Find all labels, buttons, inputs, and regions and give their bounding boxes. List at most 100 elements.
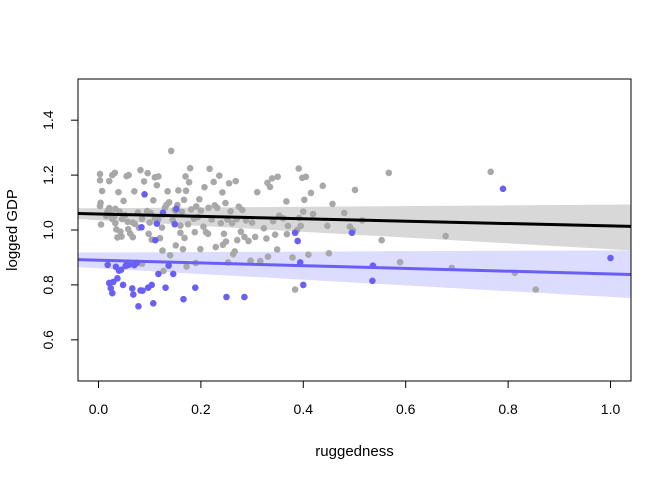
data-point-series-2 — [499, 185, 507, 193]
data-point-series-1 — [213, 204, 221, 212]
data-point-series-1 — [182, 173, 189, 180]
data-point-series-1 — [301, 196, 308, 204]
data-point-series-1 — [325, 250, 333, 257]
data-point-series-2 — [152, 236, 159, 244]
data-point-series-1 — [178, 208, 186, 216]
data-point-series-1 — [98, 187, 106, 195]
data-point-series-1 — [340, 209, 348, 217]
data-point-series-1 — [385, 169, 393, 177]
data-point-series-1 — [167, 147, 175, 155]
x-tick-label: 1.0 — [601, 401, 621, 417]
data-point-series-2 — [138, 223, 145, 231]
data-point-series-1 — [222, 238, 230, 245]
data-point-series-1 — [283, 198, 290, 205]
data-point-series-2 — [139, 287, 146, 294]
data-point-series-2 — [173, 205, 180, 213]
data-point-series-1 — [263, 235, 270, 242]
data-point-series-1 — [299, 208, 307, 215]
data-point-series-2 — [155, 270, 162, 278]
data-point-series-1 — [283, 230, 291, 238]
data-point-series-1 — [124, 218, 131, 226]
data-point-series-1 — [105, 177, 113, 185]
regression-line-2 — [78, 258, 631, 276]
data-point-series-1 — [172, 242, 180, 249]
data-point-series-1 — [140, 178, 148, 185]
data-point-series-1 — [295, 165, 302, 172]
data-point-series-2 — [171, 220, 179, 228]
data-point-series-1 — [166, 251, 174, 259]
data-point-series-1 — [264, 253, 272, 260]
data-point-series-1 — [532, 286, 540, 293]
data-point-series-1 — [164, 187, 171, 195]
data-point-series-1 — [210, 178, 217, 186]
data-point-series-1 — [378, 236, 385, 244]
data-point-series-1 — [307, 189, 315, 197]
data-point-series-2 — [104, 261, 111, 269]
data-point-series-1 — [256, 257, 264, 265]
data-point-series-1 — [248, 219, 256, 226]
data-point-series-1 — [233, 236, 241, 244]
data-point-series-1 — [222, 199, 229, 207]
data-point-series-1 — [97, 199, 104, 207]
data-point-series-2 — [119, 281, 127, 289]
regression-lines — [78, 212, 631, 276]
data-point-series-1 — [129, 233, 137, 241]
data-point-series-1 — [251, 233, 259, 241]
x-axis: 0.0 0.2 0.4 0.6 0.8 1.0 — [89, 380, 621, 417]
data-point-series-1 — [205, 204, 212, 212]
data-point-series-1 — [217, 219, 225, 227]
data-point-series-1 — [196, 195, 203, 203]
data-point-series-1 — [274, 173, 281, 181]
x-tick-label: 0.0 — [89, 401, 109, 417]
data-point-series-1 — [197, 207, 205, 214]
data-point-series-1 — [105, 204, 113, 212]
data-point-series-1 — [487, 168, 495, 176]
data-point-series-1 — [284, 222, 292, 230]
data-point-series-2 — [223, 293, 230, 301]
data-point-series-1 — [247, 257, 254, 265]
data-point-series-1 — [146, 219, 153, 226]
y-tick-label: 0.6 — [40, 330, 56, 350]
data-point-series-1 — [220, 230, 228, 238]
data-point-series-1 — [183, 263, 190, 270]
data-point-series-1 — [232, 177, 240, 185]
data-point-series-1 — [231, 248, 238, 255]
x-tick-label: 0.8 — [498, 401, 518, 417]
data-point-series-1 — [177, 222, 184, 229]
data-point-series-1 — [260, 225, 268, 232]
regression-line-1 — [78, 212, 631, 228]
data-point-series-2 — [109, 289, 116, 297]
data-point-series-1 — [305, 251, 312, 259]
data-point-series-1 — [289, 254, 296, 261]
data-point-series-1 — [182, 187, 190, 195]
data-point-series-1 — [302, 173, 310, 181]
data-point-series-2 — [165, 262, 172, 269]
data-point-series-1 — [225, 180, 233, 187]
data-point-series-1 — [153, 181, 161, 189]
data-point-series-1 — [131, 187, 138, 195]
data-point-series-1 — [181, 234, 188, 242]
data-point-series-1 — [180, 196, 188, 204]
data-points — [96, 147, 614, 310]
data-point-series-1 — [206, 165, 213, 173]
x-tick-label: 0.6 — [396, 401, 416, 417]
data-point-series-2 — [348, 229, 356, 237]
y-axis: 0.6 0.8 1.0 1.2 1.4 — [40, 110, 79, 350]
data-point-series-1 — [111, 169, 119, 177]
data-point-series-1 — [239, 206, 246, 214]
data-point-series-1 — [324, 222, 331, 230]
data-point-series-1 — [144, 169, 151, 177]
data-point-series-1 — [197, 245, 204, 253]
data-point-series-1 — [200, 223, 207, 231]
data-point-series-2 — [153, 220, 161, 227]
data-point-series-1 — [145, 230, 152, 238]
y-tick-label: 1.0 — [40, 220, 56, 240]
data-point-series-2 — [607, 254, 614, 262]
y-axis-title: logged GDP — [4, 189, 21, 271]
data-point-series-1 — [297, 222, 305, 230]
data-point-series-2 — [135, 303, 142, 310]
data-point-series-1 — [175, 187, 182, 194]
data-point-series-1 — [309, 210, 317, 218]
data-point-series-2 — [299, 281, 307, 289]
